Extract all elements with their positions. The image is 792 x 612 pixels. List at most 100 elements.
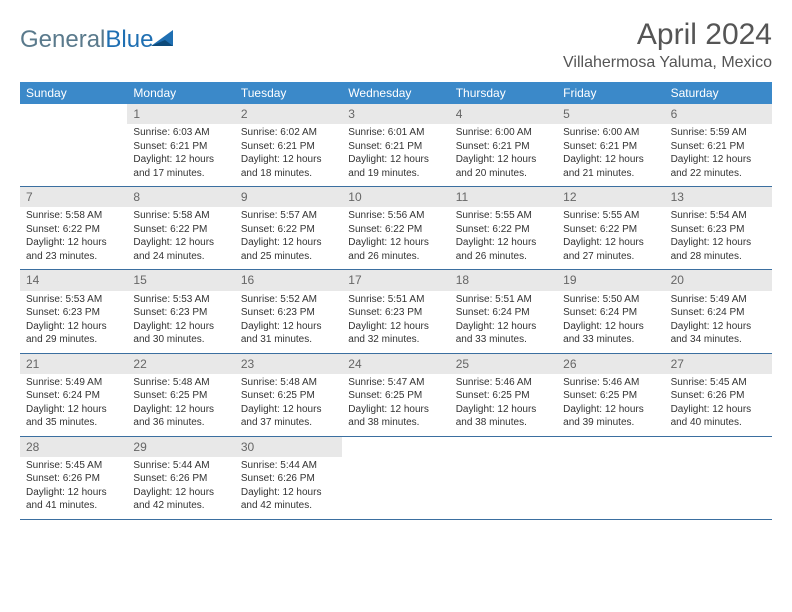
day-body: Sunrise: 5:49 AMSunset: 6:24 PMDaylight:…	[20, 374, 127, 436]
sunset-line: Sunset: 6:25 PM	[456, 389, 551, 403]
daylight-line: Daylight: 12 hours and 30 minutes.	[133, 320, 228, 347]
sunset-line: Sunset: 6:23 PM	[133, 306, 228, 320]
week-row: 28Sunrise: 5:45 AMSunset: 6:26 PMDayligh…	[20, 437, 772, 520]
day-cell: 17Sunrise: 5:51 AMSunset: 6:23 PMDayligh…	[342, 270, 449, 352]
day-cell: 12Sunrise: 5:55 AMSunset: 6:22 PMDayligh…	[557, 187, 664, 269]
day-number: 16	[235, 270, 342, 290]
day-body: Sunrise: 6:01 AMSunset: 6:21 PMDaylight:…	[342, 124, 449, 186]
daylight-line: Daylight: 12 hours and 34 minutes.	[671, 320, 766, 347]
day-header: Monday	[127, 82, 234, 104]
day-number: 21	[20, 354, 127, 374]
day-cell: .	[665, 437, 772, 519]
day-number: 24	[342, 354, 449, 374]
sunset-line: Sunset: 6:23 PM	[241, 306, 336, 320]
day-number: 10	[342, 187, 449, 207]
sunset-line: Sunset: 6:21 PM	[348, 140, 443, 154]
day-cell: 6Sunrise: 5:59 AMSunset: 6:21 PMDaylight…	[665, 104, 772, 186]
sunrise-line: Sunrise: 5:49 AM	[26, 376, 121, 390]
day-body: Sunrise: 6:00 AMSunset: 6:21 PMDaylight:…	[557, 124, 664, 186]
day-cell: 10Sunrise: 5:56 AMSunset: 6:22 PMDayligh…	[342, 187, 449, 269]
day-number: 14	[20, 270, 127, 290]
day-cell: 21Sunrise: 5:49 AMSunset: 6:24 PMDayligh…	[20, 354, 127, 436]
week-row: .1Sunrise: 6:03 AMSunset: 6:21 PMDayligh…	[20, 104, 772, 187]
sunset-line: Sunset: 6:21 PM	[456, 140, 551, 154]
day-number: 12	[557, 187, 664, 207]
day-cell: .	[450, 437, 557, 519]
day-cell: 30Sunrise: 5:44 AMSunset: 6:26 PMDayligh…	[235, 437, 342, 519]
day-number: 29	[127, 437, 234, 457]
day-body: Sunrise: 5:46 AMSunset: 6:25 PMDaylight:…	[450, 374, 557, 436]
day-number: 23	[235, 354, 342, 374]
day-body: Sunrise: 6:00 AMSunset: 6:21 PMDaylight:…	[450, 124, 557, 186]
day-body: Sunrise: 5:47 AMSunset: 6:25 PMDaylight:…	[342, 374, 449, 436]
day-number: 19	[557, 270, 664, 290]
day-body: Sunrise: 5:55 AMSunset: 6:22 PMDaylight:…	[557, 207, 664, 269]
sunrise-line: Sunrise: 5:45 AM	[26, 459, 121, 473]
calendar: SundayMondayTuesdayWednesdayThursdayFrid…	[20, 82, 772, 520]
sunset-line: Sunset: 6:26 PM	[133, 472, 228, 486]
sunrise-line: Sunrise: 6:00 AM	[563, 126, 658, 140]
sunset-line: Sunset: 6:22 PM	[26, 223, 121, 237]
daylight-line: Daylight: 12 hours and 33 minutes.	[563, 320, 658, 347]
day-header: Thursday	[450, 82, 557, 104]
day-header: Friday	[557, 82, 664, 104]
sunrise-line: Sunrise: 5:44 AM	[133, 459, 228, 473]
day-cell: 4Sunrise: 6:00 AMSunset: 6:21 PMDaylight…	[450, 104, 557, 186]
sunrise-line: Sunrise: 6:02 AM	[241, 126, 336, 140]
day-number: 26	[557, 354, 664, 374]
daylight-line: Daylight: 12 hours and 35 minutes.	[26, 403, 121, 430]
daylight-line: Daylight: 12 hours and 22 minutes.	[671, 153, 766, 180]
day-body: Sunrise: 5:59 AMSunset: 6:21 PMDaylight:…	[665, 124, 772, 186]
day-number: 7	[20, 187, 127, 207]
sunset-line: Sunset: 6:26 PM	[241, 472, 336, 486]
sunrise-line: Sunrise: 5:53 AM	[26, 293, 121, 307]
sunrise-line: Sunrise: 5:48 AM	[241, 376, 336, 390]
sunset-line: Sunset: 6:24 PM	[456, 306, 551, 320]
day-body: Sunrise: 5:55 AMSunset: 6:22 PMDaylight:…	[450, 207, 557, 269]
daylight-line: Daylight: 12 hours and 41 minutes.	[26, 486, 121, 513]
daylight-line: Daylight: 12 hours and 25 minutes.	[241, 236, 336, 263]
logo-text: GeneralBlue	[20, 26, 153, 54]
daylight-line: Daylight: 12 hours and 24 minutes.	[133, 236, 228, 263]
daylight-line: Daylight: 12 hours and 32 minutes.	[348, 320, 443, 347]
sunset-line: Sunset: 6:22 PM	[241, 223, 336, 237]
daylight-line: Daylight: 12 hours and 19 minutes.	[348, 153, 443, 180]
sunrise-line: Sunrise: 5:58 AM	[26, 209, 121, 223]
daylight-line: Daylight: 12 hours and 38 minutes.	[348, 403, 443, 430]
sunrise-line: Sunrise: 5:46 AM	[456, 376, 551, 390]
day-number: 13	[665, 187, 772, 207]
day-body: Sunrise: 5:51 AMSunset: 6:24 PMDaylight:…	[450, 291, 557, 353]
sunset-line: Sunset: 6:22 PM	[133, 223, 228, 237]
day-cell: 20Sunrise: 5:49 AMSunset: 6:24 PMDayligh…	[665, 270, 772, 352]
day-number: 9	[235, 187, 342, 207]
day-number: 8	[127, 187, 234, 207]
sunset-line: Sunset: 6:25 PM	[241, 389, 336, 403]
day-cell: .	[557, 437, 664, 519]
sunrise-line: Sunrise: 5:53 AM	[133, 293, 228, 307]
day-body: Sunrise: 5:54 AMSunset: 6:23 PMDaylight:…	[665, 207, 772, 269]
daylight-line: Daylight: 12 hours and 18 minutes.	[241, 153, 336, 180]
sunrise-line: Sunrise: 5:47 AM	[348, 376, 443, 390]
daylight-line: Daylight: 12 hours and 23 minutes.	[26, 236, 121, 263]
sunset-line: Sunset: 6:21 PM	[241, 140, 336, 154]
month-title: April 2024	[563, 18, 772, 52]
daylight-line: Daylight: 12 hours and 38 minutes.	[456, 403, 551, 430]
sunrise-line: Sunrise: 5:44 AM	[241, 459, 336, 473]
day-cell: .	[20, 104, 127, 186]
day-body: Sunrise: 6:02 AMSunset: 6:21 PMDaylight:…	[235, 124, 342, 186]
sunset-line: Sunset: 6:23 PM	[348, 306, 443, 320]
day-number: 28	[20, 437, 127, 457]
day-number: 27	[665, 354, 772, 374]
day-body: Sunrise: 5:45 AMSunset: 6:26 PMDaylight:…	[20, 457, 127, 519]
day-header: Saturday	[665, 82, 772, 104]
sunrise-line: Sunrise: 6:01 AM	[348, 126, 443, 140]
day-number: 20	[665, 270, 772, 290]
sunrise-line: Sunrise: 5:50 AM	[563, 293, 658, 307]
day-cell: 14Sunrise: 5:53 AMSunset: 6:23 PMDayligh…	[20, 270, 127, 352]
week-row: 14Sunrise: 5:53 AMSunset: 6:23 PMDayligh…	[20, 270, 772, 353]
day-cell: 2Sunrise: 6:02 AMSunset: 6:21 PMDaylight…	[235, 104, 342, 186]
logo-triangle-icon	[151, 28, 177, 53]
day-number: 25	[450, 354, 557, 374]
day-cell: 27Sunrise: 5:45 AMSunset: 6:26 PMDayligh…	[665, 354, 772, 436]
day-cell: 3Sunrise: 6:01 AMSunset: 6:21 PMDaylight…	[342, 104, 449, 186]
